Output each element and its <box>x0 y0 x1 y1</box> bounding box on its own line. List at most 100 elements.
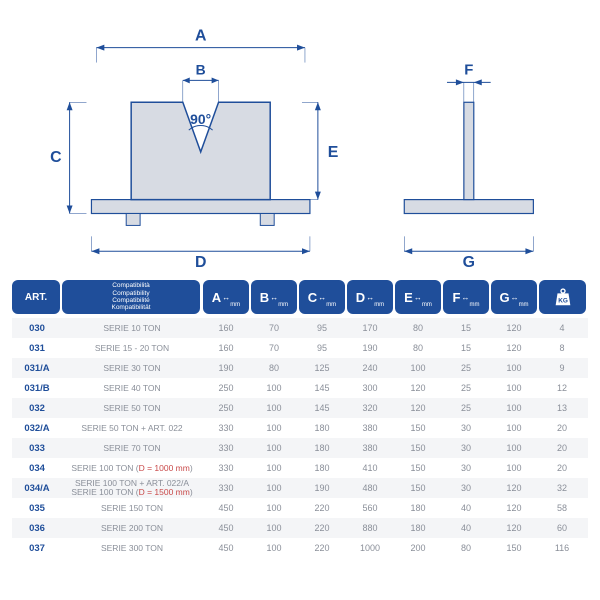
cell-value: 160 <box>202 323 250 333</box>
cell-value: 380 <box>346 443 394 453</box>
dim-G: G <box>463 254 475 271</box>
cell-value: 145 <box>298 403 346 413</box>
cell-value: 120 <box>490 483 538 493</box>
cell-value: 20 <box>538 423 586 433</box>
dim-D: D <box>195 254 206 271</box>
table-row: 030SERIE 10 TON160709517080151204 <box>12 318 588 338</box>
cell-value: 100 <box>490 403 538 413</box>
cell-value: 60 <box>538 523 586 533</box>
hdr-C: C↔mm <box>299 280 345 314</box>
svg-text:KG: KG <box>558 298 568 305</box>
table-row: 032SERIE 50 TON2501001453201202510013 <box>12 398 588 418</box>
cell-compat: SERIE 300 TON <box>62 544 202 553</box>
cell-value: 100 <box>490 383 538 393</box>
dim-B: B <box>196 61 206 77</box>
cell-value: 25 <box>442 383 490 393</box>
cell-value: 450 <box>202 543 250 553</box>
hdr-E: E↔mm <box>395 280 441 314</box>
cell-value: 116 <box>538 543 586 553</box>
cell-value: 240 <box>346 363 394 373</box>
hdr-A: A↔mm <box>203 280 249 314</box>
table-row: 035SERIE 150 TON4501002205601804012058 <box>12 498 588 518</box>
cell-art: 035 <box>12 503 62 514</box>
cell-value: 15 <box>442 343 490 353</box>
cell-value: 100 <box>250 523 298 533</box>
cell-value: 120 <box>490 323 538 333</box>
cell-value: 450 <box>202 523 250 533</box>
cell-art: 036 <box>12 523 62 534</box>
cell-value: 220 <box>298 523 346 533</box>
table-row: 034SERIE 100 TON (D = 1000 mm)3301001804… <box>12 458 588 478</box>
cell-value: 180 <box>394 523 442 533</box>
cell-art: 033 <box>12 443 62 454</box>
cell-value: 410 <box>346 463 394 473</box>
cell-value: 9 <box>538 363 586 373</box>
cell-compat: SERIE 15 - 20 TON <box>62 344 202 353</box>
cell-value: 100 <box>250 463 298 473</box>
cell-value: 150 <box>394 463 442 473</box>
cell-value: 100 <box>490 443 538 453</box>
cell-value: 145 <box>298 383 346 393</box>
cell-value: 330 <box>202 463 250 473</box>
cell-value: 320 <box>346 403 394 413</box>
cell-compat: SERIE 150 TON <box>62 504 202 513</box>
weight-icon: KG <box>552 286 574 308</box>
cell-value: 13 <box>538 403 586 413</box>
table-row: 032/ASERIE 50 TON + ART. 022330100180380… <box>12 418 588 438</box>
cell-value: 70 <box>250 323 298 333</box>
cell-value: 160 <box>202 343 250 353</box>
cell-value: 100 <box>250 423 298 433</box>
cell-value: 200 <box>394 543 442 553</box>
hdr-D: D↔mm <box>347 280 393 314</box>
cell-value: 180 <box>298 463 346 473</box>
cell-value: 330 <box>202 483 250 493</box>
cell-value: 12 <box>538 383 586 393</box>
cell-value: 250 <box>202 383 250 393</box>
cell-value: 40 <box>442 523 490 533</box>
cell-value: 100 <box>250 443 298 453</box>
cell-compat: SERIE 200 TON <box>62 524 202 533</box>
table-row: 037SERIE 300 TON450100220100020080150116 <box>12 538 588 558</box>
cell-compat: SERIE 50 TON + ART. 022 <box>62 424 202 433</box>
table-row: 031/ASERIE 30 TON19080125240100251009 <box>12 358 588 378</box>
cell-value: 150 <box>490 543 538 553</box>
table-row: 036SERIE 200 TON4501002208801804012060 <box>12 518 588 538</box>
cell-value: 120 <box>490 343 538 353</box>
hdr-compat: Compatibilità Compatibility Compatibilit… <box>62 280 200 314</box>
cell-value: 190 <box>346 343 394 353</box>
cell-value: 20 <box>538 463 586 473</box>
cell-value: 190 <box>298 483 346 493</box>
cell-value: 170 <box>346 323 394 333</box>
cell-value: 95 <box>298 343 346 353</box>
spec-table: ART. Compatibilità Compatibility Compati… <box>12 280 588 558</box>
cell-value: 32 <box>538 483 586 493</box>
cell-value: 8 <box>538 343 586 353</box>
cell-value: 80 <box>250 363 298 373</box>
cell-value: 80 <box>442 543 490 553</box>
cell-value: 880 <box>346 523 394 533</box>
cell-value: 30 <box>442 483 490 493</box>
cell-value: 220 <box>298 503 346 513</box>
cell-compat: SERIE 70 TON <box>62 444 202 453</box>
cell-value: 120 <box>394 403 442 413</box>
cell-value: 40 <box>442 503 490 513</box>
cell-art: 030 <box>12 323 62 334</box>
cell-compat: SERIE 30 TON <box>62 364 202 373</box>
cell-compat: SERIE 100 TON (D = 1000 mm) <box>62 464 202 473</box>
table-row: 033SERIE 70 TON3301001803801503010020 <box>12 438 588 458</box>
cell-value: 15 <box>442 323 490 333</box>
cell-value: 560 <box>346 503 394 513</box>
cell-value: 100 <box>250 483 298 493</box>
cell-value: 180 <box>298 423 346 433</box>
cell-value: 100 <box>490 363 538 373</box>
cell-art: 031 <box>12 343 62 354</box>
dim-F: F <box>464 62 473 78</box>
hdr-kg: KG <box>539 280 586 314</box>
dim-A: A <box>195 28 207 45</box>
cell-value: 150 <box>394 423 442 433</box>
table-row: 031SERIE 15 - 20 TON160709519080151208 <box>12 338 588 358</box>
cell-value: 30 <box>442 423 490 433</box>
cell-value: 95 <box>298 323 346 333</box>
cell-compat: SERIE 40 TON <box>62 384 202 393</box>
hdr-art: ART. <box>12 280 60 314</box>
